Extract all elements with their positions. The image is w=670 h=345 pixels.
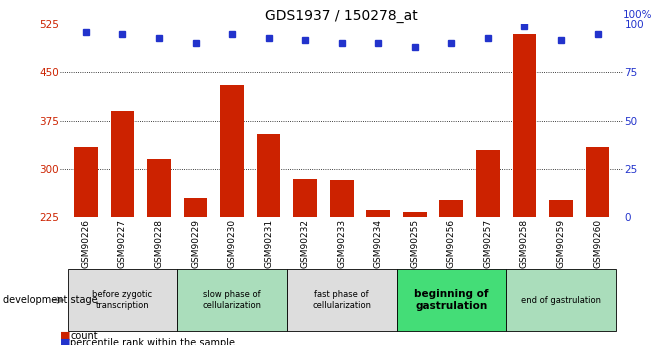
Text: slow phase of
cellularization: slow phase of cellularization [202,290,261,310]
Text: fast phase of
cellularization: fast phase of cellularization [312,290,371,310]
Bar [74,147,98,217]
Text: before zygotic
transcription: before zygotic transcription [92,290,153,310]
Title: GDS1937 / 150278_at: GDS1937 / 150278_at [265,9,418,23]
Bar [184,198,208,217]
Bar [293,179,317,217]
Bar [440,200,463,217]
Text: percentile rank within the sample: percentile rank within the sample [70,338,235,345]
Bar [147,159,171,217]
Bar [403,212,427,217]
Bar [513,34,536,217]
Bar [549,200,573,217]
Bar [257,134,281,217]
Text: ■: ■ [60,331,71,341]
Bar [476,150,500,217]
Text: count: count [70,331,98,341]
Bar [330,180,354,217]
Bar [220,85,244,217]
Text: end of gastrulation: end of gastrulation [521,296,601,305]
Text: development stage: development stage [3,295,98,305]
Bar [586,147,610,217]
Text: 100%: 100% [623,10,653,20]
Bar [111,111,134,217]
Text: ■: ■ [60,338,71,345]
Bar [366,210,390,217]
Text: beginning of
gastrulation: beginning of gastrulation [414,289,488,311]
